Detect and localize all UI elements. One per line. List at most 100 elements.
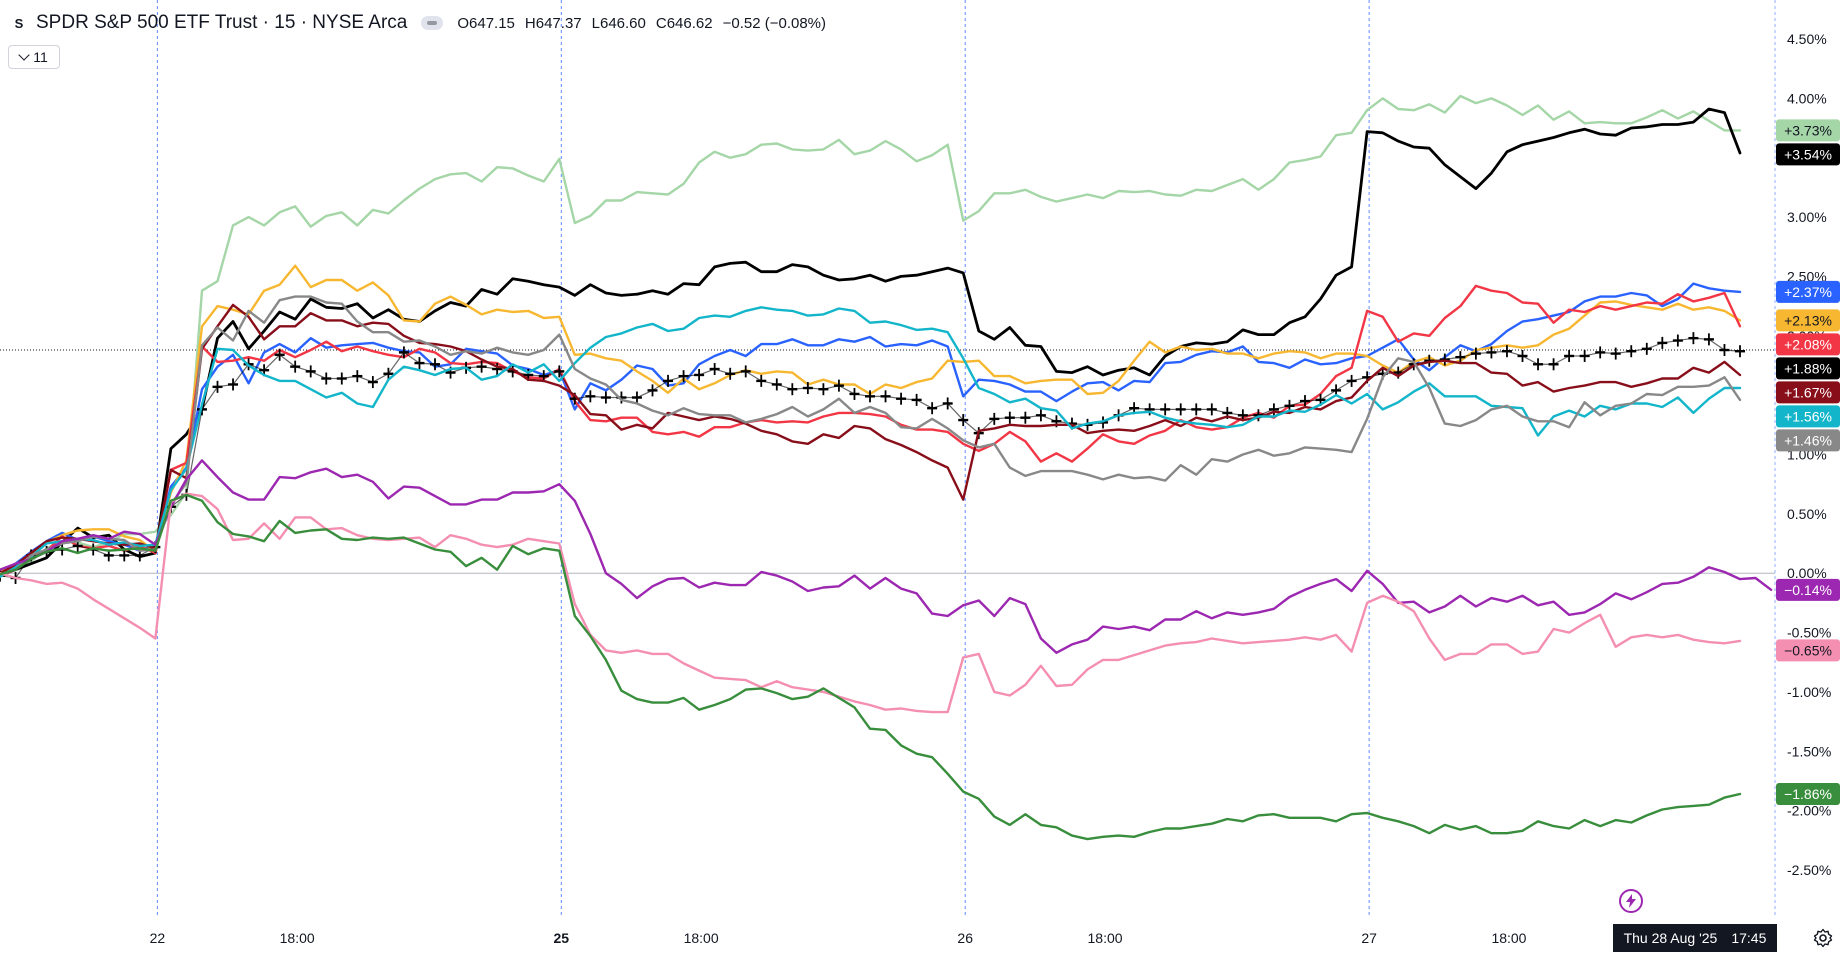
series-value-badge: +3.54% [1776,143,1840,166]
badge-bg [1776,357,1840,380]
badge-bg [1776,405,1840,428]
chevron-down-icon [18,49,30,61]
series-8-line [0,306,1742,578]
y-tick-label: 4.50% [1787,31,1827,47]
series-value-badge: +2.08% [1776,333,1840,356]
badge-label: +2.13% [1784,312,1832,328]
bar-connector [838,385,855,395]
badge-label: +2.37% [1784,284,1832,300]
badge-bg [1776,578,1840,601]
series-value-badge: −0.65% [1776,639,1840,662]
crosshair-time: 17:45 [1731,930,1767,946]
badge-label: +1.67% [1784,384,1832,400]
badge-bg [1776,783,1840,806]
bar-connector [1708,338,1725,351]
bar-connector [263,354,281,371]
series-9-line [0,295,1742,576]
series-10-line [0,459,1773,654]
bar-connector [279,354,296,368]
x-tick-label: 26 [957,930,973,946]
bar-connector [232,363,250,385]
badge-label: +3.73% [1784,122,1832,138]
badge-bg [1776,309,1840,332]
badge-bg [1776,333,1840,356]
ohlc-values: O647.15 H647.37 L646.60 C646.62 −0.52 (−… [457,15,826,32]
symbol-title[interactable]: SPDR S&P 500 ETF Trust · 15 · NYSE Arca [36,12,408,33]
badge-bg [1776,119,1840,142]
series-value-badge: −1.86% [1776,783,1840,806]
y-tick-label: -1.50% [1787,743,1831,759]
series-11-line [0,492,1742,714]
badge-bg [1776,143,1840,166]
low-value: 646.60 [599,14,646,32]
badge-label: +2.08% [1784,336,1832,352]
series-value-badge: +2.13% [1776,309,1840,332]
badge-label: −0.14% [1784,582,1832,598]
bar-connector [962,419,980,434]
y-tick-label: -1.00% [1787,684,1831,700]
bar-connector [185,409,203,495]
badge-bg [1776,280,1840,303]
open-value: 647.15 [469,14,515,32]
badge-bg [1776,639,1840,662]
series-value-badge: +2.37% [1776,280,1840,303]
series-value-badge: +1.56% [1776,405,1840,428]
chart-settings-gear-icon[interactable] [1811,926,1835,950]
x-tick-label: 18:00 [1088,930,1123,946]
close-label: C [655,14,667,32]
bar-connector [1320,389,1337,401]
series-value-badge: −0.14% [1776,578,1840,601]
x-tick-label: 18:00 [280,930,315,946]
series-value-badge: +1.46% [1776,429,1840,452]
symbol-logo[interactable]: S [8,12,30,34]
series-5-line [0,284,1742,577]
badge-label: −1.86% [1784,786,1832,802]
time-axis[interactable] [0,918,1847,952]
visibility-toggle-icon[interactable] [421,16,444,30]
y-tick-label: 0.00% [1787,565,1827,581]
bar-connector [403,351,420,364]
bar-connector [1335,380,1352,391]
y-tick-label: -2.00% [1787,803,1831,819]
badge-bg [1776,429,1840,452]
y-tick-label: -0.50% [1787,625,1831,641]
bar-connector [201,386,218,410]
series-12-line [0,493,1742,841]
crosshair-date-badge: Thu 28 Aug '25 17:45 [1613,924,1777,952]
x-tick-label: 18:00 [684,930,719,946]
badge-label: +1.46% [1784,432,1832,448]
badge-label: +3.54% [1784,146,1832,162]
y-tick-label: -2.50% [1787,862,1831,878]
bar-connector [745,370,762,382]
bar-connector [372,373,389,383]
series-2-line [0,107,1742,577]
bar-connector [652,380,669,391]
badge-bg [1776,381,1840,404]
legend-collapse-button[interactable]: 11 [8,45,60,69]
bar-connector [947,403,964,421]
y-tick-label: 3.00% [1787,209,1827,225]
badge-label: −0.65% [1784,642,1832,658]
y-tick-label: 0.50% [1787,506,1827,522]
chart-header: S SPDR S&P 500 ETF Trust · 15 · NYSE Arc… [8,10,826,36]
series-3-line [0,282,1742,575]
crosshair-date: Thu 28 Aug '25 [1623,930,1718,946]
bar-connector [387,352,405,375]
lightning-icon[interactable] [1619,889,1643,913]
bar-connector [1522,355,1539,365]
series-1-line [0,94,1742,575]
y-tick-label: 4.00% [1787,90,1827,106]
open-label: O [457,14,470,32]
x-tick-label: 27 [1361,930,1377,946]
bar-connector [1553,355,1570,365]
change-value: −0.52 (−0.08%) [722,14,827,32]
badge-label: +1.56% [1784,408,1832,424]
low-label: L [591,14,600,32]
badge-label: +1.88% [1784,360,1832,376]
series-7-line [0,303,1742,575]
series-6-bars [0,332,1745,584]
x-tick-label: 18:00 [1491,930,1526,946]
close-value: 646.62 [666,14,713,32]
